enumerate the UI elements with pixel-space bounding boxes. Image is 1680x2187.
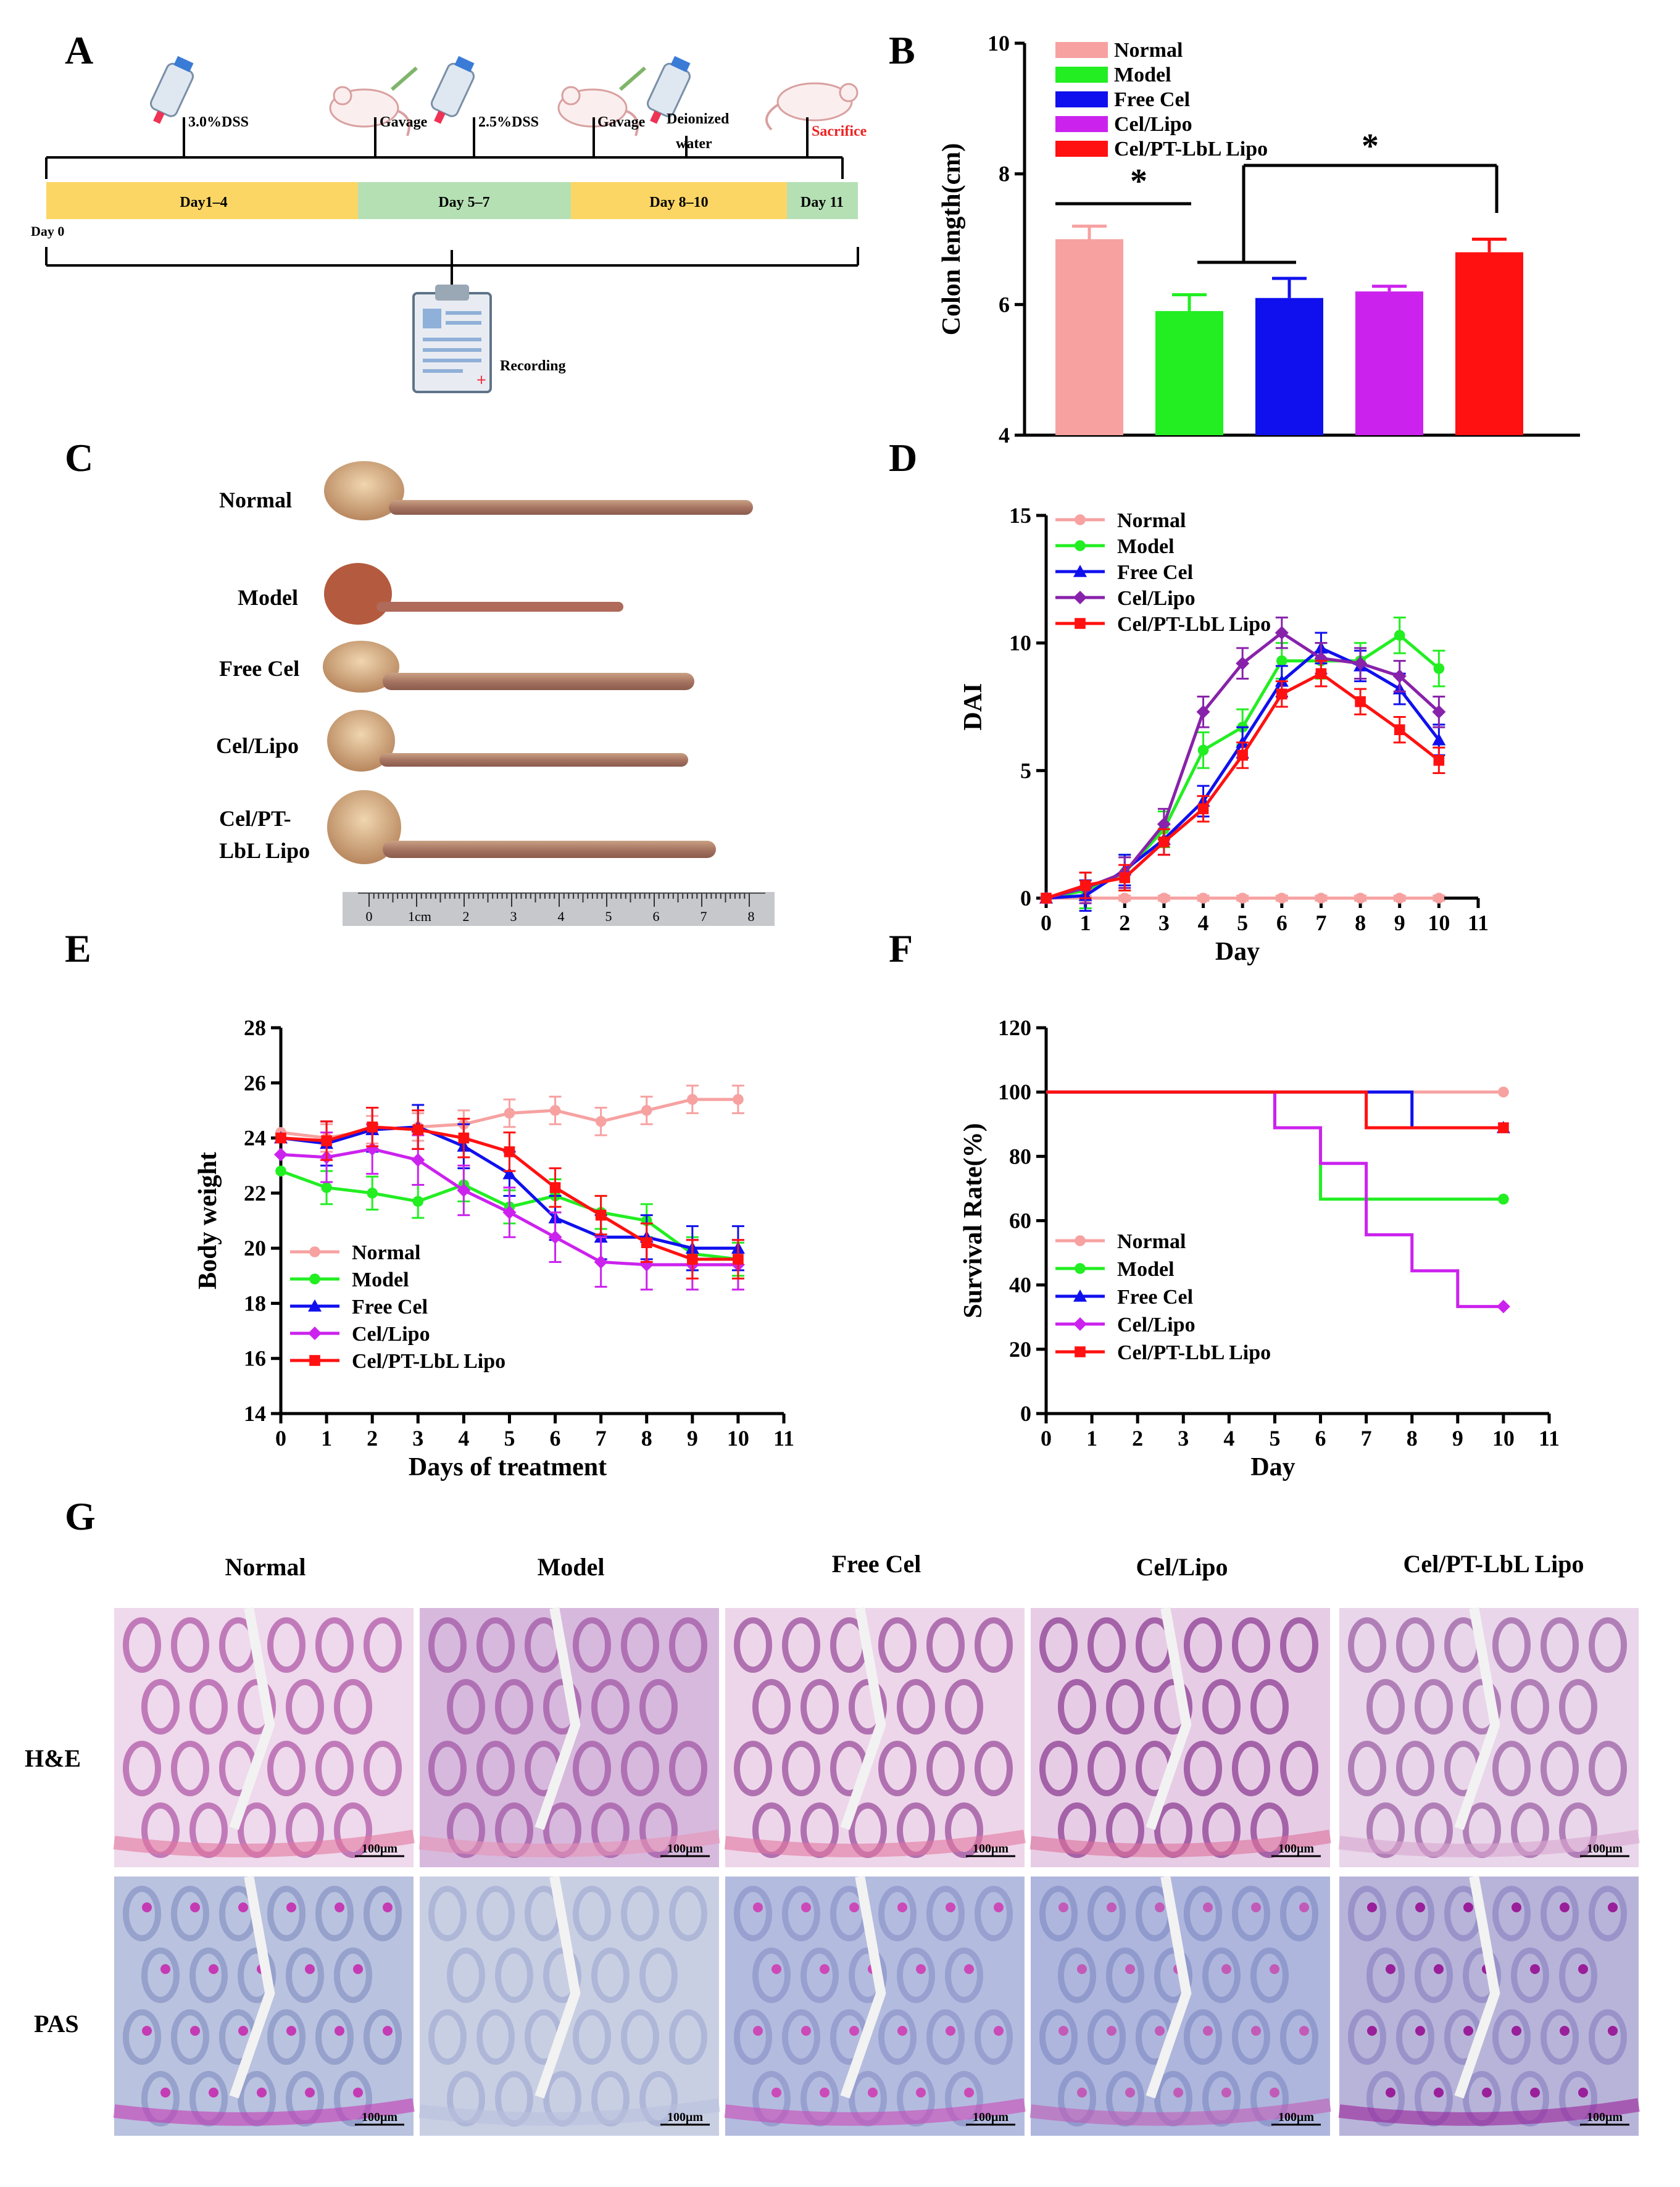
- histo-row-label: PAS: [34, 2010, 79, 2038]
- day0-label: Day 0: [31, 223, 64, 239]
- histo-col-title: Free Cel: [831, 1550, 921, 1578]
- photo-label: LbL Lipo: [219, 838, 310, 863]
- clipboard-icon: +: [412, 285, 492, 393]
- colon-normal: [324, 461, 753, 520]
- panel-label-a: A: [65, 28, 94, 72]
- photo-label: Model: [238, 585, 298, 610]
- histo-row-label: H&E: [25, 1744, 81, 1772]
- colon-cel-lipo: [327, 710, 688, 772]
- phase-bar: [46, 182, 358, 219]
- event-label: Deionized: [667, 111, 730, 127]
- phase-bar: [358, 182, 571, 219]
- dss-bottle-icon: [149, 56, 194, 124]
- ruler-label: 1cm: [408, 909, 431, 924]
- ruler-label: 5: [605, 909, 612, 924]
- photo-label: Normal: [219, 488, 292, 512]
- ruler-label: 6: [653, 909, 660, 924]
- histo-col-title: Cel/PT-LbL Lipo: [1403, 1550, 1584, 1578]
- ruler-label: 4: [558, 909, 565, 924]
- panel-label-c: C: [65, 436, 94, 480]
- event-label: Gavage: [380, 114, 428, 130]
- dss-bottle-icon: [430, 56, 475, 124]
- panel-label-e: E: [65, 927, 91, 970]
- ruler-label: 3: [510, 909, 517, 924]
- event-label: 3.0%DSS: [188, 114, 249, 130]
- colon-free-cel: [323, 641, 694, 693]
- photo-label: Free Cel: [219, 656, 299, 681]
- phase-label: Day1–4: [180, 194, 227, 210]
- mouse-icon: [765, 82, 859, 131]
- svg-text:+: +: [476, 371, 486, 390]
- recording-label: Recording: [500, 358, 566, 374]
- event-label: Gavage: [597, 114, 646, 130]
- histo-col-title: Cel/Lipo: [1136, 1553, 1228, 1581]
- phase-bar: [571, 182, 787, 219]
- histo-col-title: Normal: [225, 1553, 306, 1581]
- colon-model: [324, 563, 623, 625]
- phase-label: Day 8–10: [649, 194, 708, 210]
- ruler-label: 0: [366, 909, 373, 924]
- ruler-label: 7: [701, 909, 707, 924]
- sacrifice-label: Sacrifice: [812, 123, 867, 140]
- event-label: water: [676, 136, 712, 152]
- mouse-icon: [329, 66, 418, 136]
- panel-label-b: B: [889, 28, 915, 72]
- panel-label-g: G: [65, 1494, 96, 1538]
- colon-cel-pt-lbl-lipo: [327, 790, 716, 864]
- phase-label: Day 5–7: [438, 194, 489, 210]
- photo-label: Cel/PT-: [219, 806, 291, 831]
- photo-label: Cel/Lipo: [216, 733, 299, 758]
- phase-bar: [787, 182, 858, 219]
- event-label: 2.5%DSS: [478, 114, 539, 130]
- ruler-label: 8: [748, 909, 755, 924]
- ruler-label: 2: [463, 909, 470, 924]
- water-bottle-icon: [646, 56, 691, 124]
- panel-label-d: D: [889, 436, 918, 480]
- colon-photo: Normal Model Free Cel Cel/Lipo Cel/PT- L…: [216, 461, 775, 926]
- histo-col-title: Model: [537, 1553, 605, 1581]
- timeline-diagram: 3.0%DSS Gavage 2.5%DSS Gavage Deionized …: [31, 56, 867, 393]
- panel-label-f: F: [889, 927, 913, 970]
- phase-label: Day 11: [800, 194, 844, 210]
